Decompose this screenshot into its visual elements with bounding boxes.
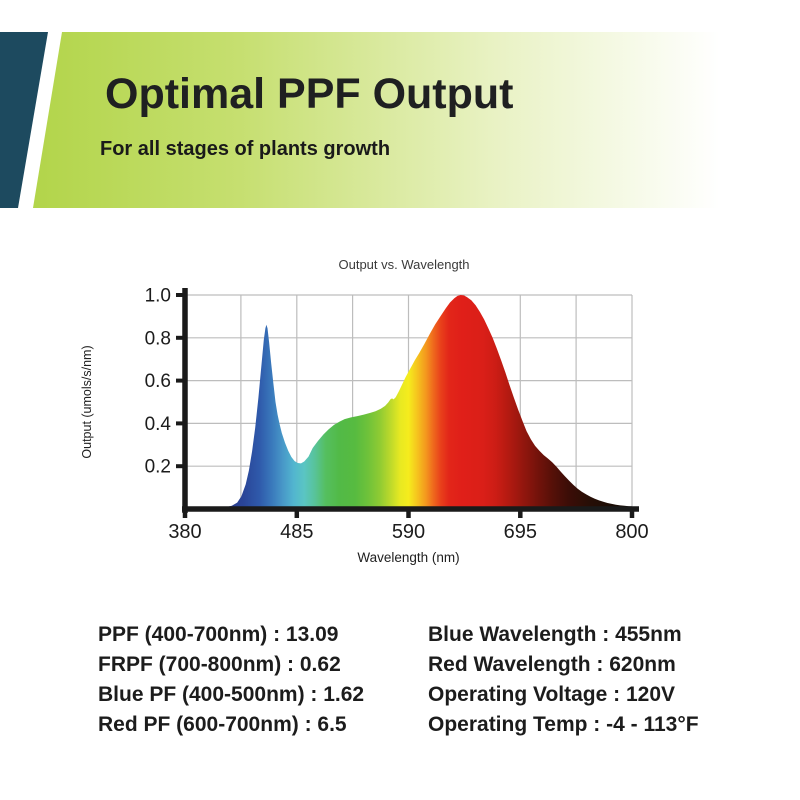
- svg-text:0.4: 0.4: [145, 414, 172, 435]
- svg-text:Output (umols/s/nm): Output (umols/s/nm): [80, 345, 94, 458]
- spec-list-right: Blue Wavelength : 455nm Red Wavelength :…: [428, 620, 699, 740]
- spectrum-chart: 0.2 0.4 0.6 0.8 1.0 380 485 590 695 800 Output vs.…: [80, 257, 649, 565]
- svg-text:0.8: 0.8: [145, 328, 171, 349]
- spec-item-red-pf: Red PF (600-700nm) : 6.5: [98, 713, 347, 736]
- spec-item-blue-wavelength: Blue Wavelength : 455nm: [428, 623, 682, 646]
- svg-text:380: 380: [168, 521, 201, 543]
- svg-text:800: 800: [615, 521, 648, 543]
- svg-text:Output vs. Wavelength: Output vs. Wavelength: [338, 257, 469, 272]
- spec-item-red-wavelength: Red Wavelength : 620nm: [428, 653, 676, 676]
- spec-item-frpf: FRPF (700-800nm) : 0.62: [98, 653, 341, 676]
- page-subtitle: For all stages of plants growth: [100, 138, 391, 160]
- spec-item-operating-voltage: Operating Voltage : 120V: [428, 683, 676, 706]
- svg-text:0.2: 0.2: [145, 457, 171, 478]
- svg-text:1.0: 1.0: [145, 286, 171, 307]
- spec-item-operating-temp: Operating Temp : -4 - 113°F: [428, 713, 699, 736]
- svg-text:Wavelength (nm): Wavelength (nm): [357, 550, 459, 565]
- svg-text:590: 590: [392, 521, 425, 543]
- header-banner: [33, 32, 800, 208]
- page-title: Optimal PPF Output: [105, 70, 514, 118]
- spectrum-area: [185, 295, 632, 509]
- svg-text:0.6: 0.6: [145, 371, 171, 392]
- svg-text:695: 695: [504, 521, 537, 543]
- svg-text:485: 485: [280, 521, 313, 543]
- spec-item-ppf: PPF (400-700nm) : 13.09: [98, 623, 339, 646]
- spec-list-left: PPF (400-700nm) : 13.09 FRPF (700-800nm)…: [98, 620, 364, 740]
- spec-item-blue-pf: Blue PF (400-500nm) : 1.62: [98, 683, 365, 706]
